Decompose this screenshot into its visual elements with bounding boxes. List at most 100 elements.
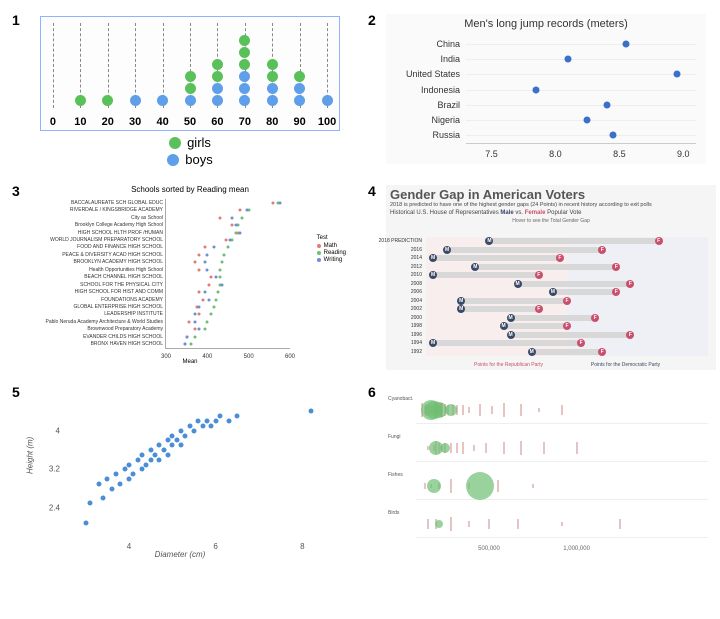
panel-number: 2 [368,12,376,28]
legend-item: Math [317,243,346,249]
y-tick-label: WORLD JOURNALISM PREPARATORY SCHOOL [50,237,166,243]
dumbbell-bar [553,289,616,295]
dumbbell-bar [504,323,567,329]
bubble [435,520,443,528]
data-point [109,486,114,491]
strip-tick [620,519,621,529]
data-point [105,477,110,482]
y-tick-label: BACCALAUREATE SCH GLOBAL EDUC [71,200,166,206]
male-marker: M [507,314,515,322]
legend-swatch [167,154,179,166]
data-point [226,419,231,424]
panel-number: 1 [12,12,20,28]
data-point [533,86,540,93]
data-point [193,261,196,264]
dot [239,83,250,94]
y-tick-label: 2018 PREDICTION [379,238,426,244]
legend-label: Math [324,243,337,249]
data-point [204,291,207,294]
data-point [229,238,232,241]
strip-tick [538,408,539,412]
y-tick-label: 2010 [411,272,426,278]
dot [239,47,250,58]
dot [185,95,196,106]
row-gridline [466,59,696,60]
strip-tick [451,479,452,492]
data-point [131,472,136,477]
row-gridline [466,90,696,91]
dot [212,59,223,70]
data-point [204,246,207,249]
data-point [198,268,201,271]
female-marker: F [655,237,663,245]
chart-title: Schools sorted by Reading mean [30,185,350,194]
y-tick-label: 1996 [411,332,426,338]
data-point [214,298,217,301]
panel-4: 4 Gender Gap in American Voters 2018 is … [366,181,720,374]
y-tick-label: EVANDER CHILDS HIGH SCHOOL [83,334,166,340]
dot [267,83,278,94]
data-point [179,428,184,433]
data-point [122,467,127,472]
x-tick-label: 8.0 [549,149,562,159]
x-tick-label: 500 [244,354,254,360]
dumbbell-bar [511,332,631,338]
data-point [96,481,101,486]
strip-tick [451,443,452,453]
y-tick-label: 3.2 [49,465,64,474]
hover-hint: Hover to see the Total Gender Gap [386,218,716,224]
male-marker: M [500,322,508,330]
y-tick-label: Russia [432,130,466,140]
data-point [204,328,207,331]
x-tick-label: 300 [161,354,171,360]
female-marker: F [563,297,571,305]
y-tick-label: 1992 [411,349,426,355]
data-point [192,428,197,433]
male-marker: M [471,263,479,271]
data-point [209,423,214,428]
data-point [127,477,132,482]
dot [267,71,278,82]
strip-tick [456,443,457,453]
y-tick-label: BRONX HAVEN HIGH SCHOOL [91,341,166,347]
data-point [170,443,175,448]
data-point [114,472,119,477]
y-tick-label: Brazil [437,100,466,110]
data-point [309,409,314,414]
female-marker: F [556,254,564,262]
data-point [609,132,616,139]
x-axis-title: Diameter (cm) [155,550,206,559]
y-tick-label: Nigeria [431,115,466,125]
data-point [218,216,221,219]
y-tick-label: 2000 [411,315,426,321]
chart-title: Gender Gap in American Voters [386,185,716,202]
strip-tick [427,446,428,451]
schools-chart: Schools sorted by Reading mean BACCALAUR… [30,185,350,365]
data-point [101,496,106,501]
dumbbell-bar [461,306,539,312]
x-tick-label: 400 [202,354,212,360]
data-point [278,201,281,204]
legend-swatch [317,251,321,255]
legend-label: girls [187,135,211,150]
data-point [245,209,248,212]
male-marker: M [429,254,437,262]
row-label: Fungi [388,434,401,440]
strip-tick [451,517,452,530]
data-point [88,501,93,506]
female-marker: F [591,314,599,322]
panel-6: 6 Cyanobact.FungiFishesBirds500,0001,000… [366,382,720,565]
male-marker: M [507,331,515,339]
legend-label: Reading [324,250,346,256]
y-tick-label: Pablo Neruda Academy Architecture & Worl… [46,319,166,325]
data-point [170,433,175,438]
plot-area: BACCALAUREATE SCH GLOBAL EDUCRIVERDALE /… [165,199,290,349]
legend-item: Writing [317,257,346,263]
y-tick-label: 2002 [411,306,426,312]
male-marker: M [514,280,522,288]
y-tick-label: GLOBAL ENTERPRISE HIGH SCHOOL [73,304,166,310]
strip-tick [544,442,545,455]
data-point [239,209,242,212]
dumbbell-bar [433,340,581,346]
long-jump-chart: Men's long jump records (meters) ChinaIn… [386,14,706,164]
